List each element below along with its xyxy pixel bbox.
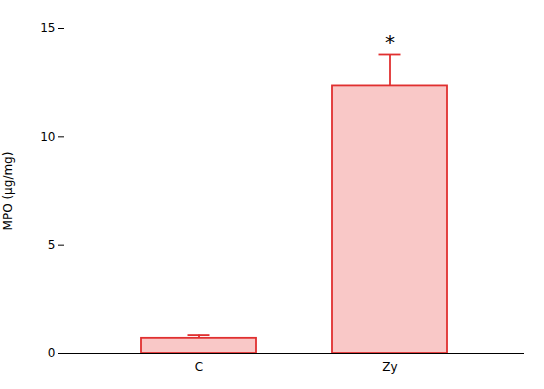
- svg-text:0: 0: [48, 346, 56, 360]
- svg-text:*: *: [385, 30, 395, 54]
- svg-text:MPO (μg/mg): MPO (μg/mg): [1, 152, 15, 231]
- svg-text:Zy: Zy: [382, 360, 397, 374]
- svg-text:C: C: [195, 360, 203, 374]
- svg-text:10: 10: [40, 130, 55, 144]
- svg-text:15: 15: [40, 21, 55, 35]
- svg-text:5: 5: [48, 238, 56, 252]
